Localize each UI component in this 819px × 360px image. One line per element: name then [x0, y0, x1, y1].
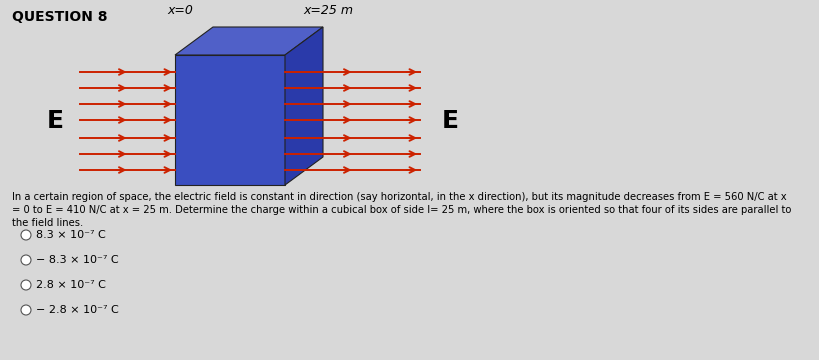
Circle shape — [21, 280, 31, 290]
Polygon shape — [174, 55, 285, 185]
Text: − 2.8 × 10⁻⁷ C: − 2.8 × 10⁻⁷ C — [36, 305, 119, 315]
Circle shape — [21, 230, 31, 240]
Text: x=0: x=0 — [167, 4, 192, 17]
Polygon shape — [174, 27, 323, 55]
Text: E: E — [441, 109, 458, 133]
Text: In a certain region of space, the electric field is constant in direction (say h: In a certain region of space, the electr… — [12, 192, 785, 202]
Text: 2.8 × 10⁻⁷ C: 2.8 × 10⁻⁷ C — [36, 280, 106, 290]
Text: x=25 m: x=25 m — [303, 4, 352, 17]
Text: − 8.3 × 10⁻⁷ C: − 8.3 × 10⁻⁷ C — [36, 255, 119, 265]
Text: E: E — [47, 109, 63, 133]
Circle shape — [21, 305, 31, 315]
Text: QUESTION 8: QUESTION 8 — [12, 10, 107, 24]
Text: = 0 to E = 410 N/C at x = 25 m. Determine the charge within a cubical box of sid: = 0 to E = 410 N/C at x = 25 m. Determin… — [12, 205, 790, 215]
Text: 8.3 × 10⁻⁷ C: 8.3 × 10⁻⁷ C — [36, 230, 106, 240]
Text: the field lines.: the field lines. — [12, 218, 84, 228]
Circle shape — [21, 255, 31, 265]
Polygon shape — [285, 27, 323, 185]
